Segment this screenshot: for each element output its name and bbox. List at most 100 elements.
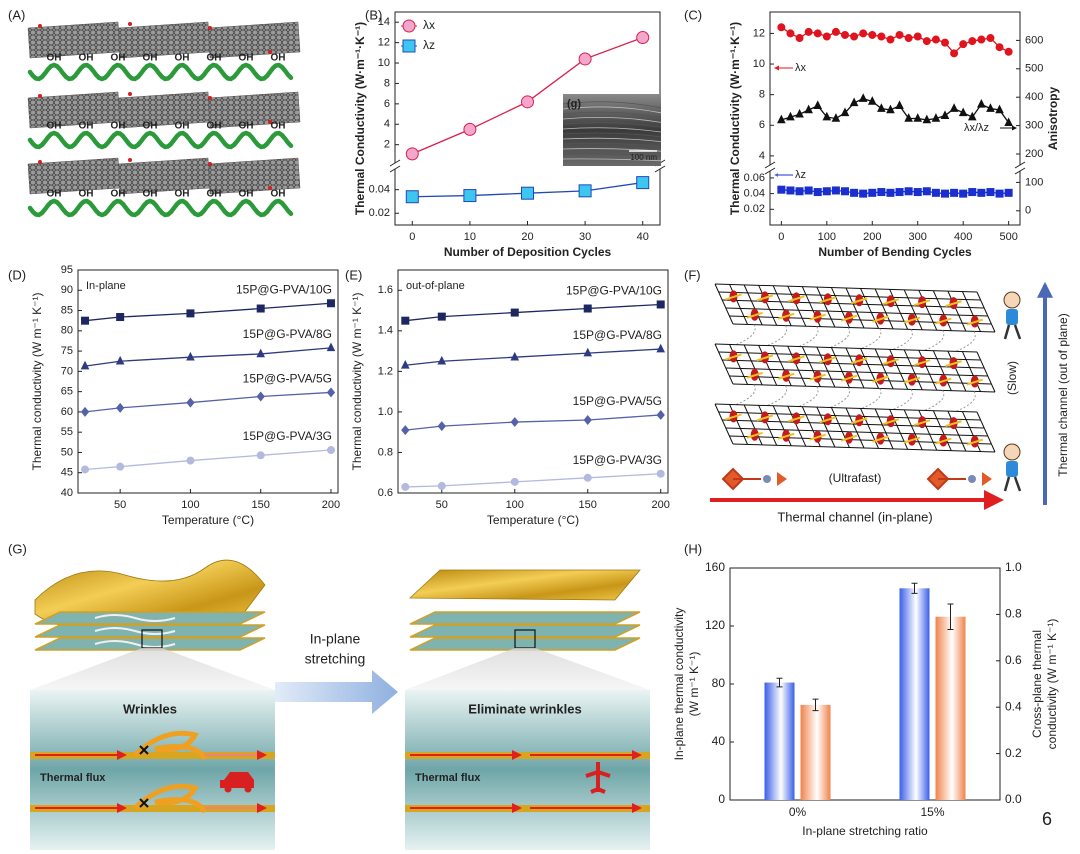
series-label: 15P@G-PVA/5G: [573, 394, 662, 408]
lattice-line: [718, 291, 981, 301]
wrinkle: [94, 614, 176, 622]
graphene-sheet: [27, 157, 121, 195]
oxygen-group: [128, 22, 132, 26]
plane-icon: [585, 762, 611, 794]
y-tick-label: 0.04: [744, 188, 765, 200]
inset-label: (g): [567, 98, 581, 110]
lattice-line: [729, 375, 992, 385]
rocket: [721, 467, 761, 491]
bond: [809, 373, 826, 381]
lattice-line: [961, 351, 981, 392]
y-tick-label: 40: [712, 734, 726, 748]
marker: [949, 103, 959, 112]
y2-tick-label: 0.2: [1005, 746, 1022, 760]
page-number: 6: [1042, 809, 1052, 829]
bond: [913, 419, 931, 427]
bond: [882, 298, 899, 306]
marker: [636, 176, 650, 190]
layer: [34, 611, 266, 625]
y-tick-label: 300: [1025, 120, 1043, 132]
marker: [777, 23, 786, 32]
marker: [950, 188, 959, 197]
bond: [850, 417, 868, 425]
oxygen-group: [208, 96, 212, 100]
marker: [968, 37, 977, 46]
zoom-fan: [30, 648, 275, 690]
marker: [116, 313, 125, 322]
lattice-line: [722, 299, 985, 309]
marker: [859, 29, 868, 38]
lattice-line: [787, 406, 807, 447]
bond: [872, 375, 889, 383]
y-tick-label: 14: [378, 16, 390, 28]
wedge: [982, 472, 992, 486]
layer: [409, 611, 641, 625]
y-tick-label: 4: [384, 118, 390, 130]
zoom-fan: [405, 648, 650, 690]
lattice-line: [961, 411, 981, 452]
x-tick-label: 100: [818, 231, 836, 243]
y-tick-label: 85: [61, 304, 73, 316]
marker: [656, 469, 665, 478]
oh-group: OH: [207, 53, 222, 64]
marker: [521, 186, 534, 200]
interlayer-link: [924, 390, 945, 411]
y-tick-label: 8: [759, 89, 765, 101]
x-tick-label: 100: [181, 499, 199, 511]
marker: [80, 360, 90, 370]
graphene-sheet: [117, 21, 211, 59]
marker: [256, 451, 265, 460]
marker: [437, 312, 446, 321]
lattice-line: [961, 291, 981, 332]
zoom-view: [30, 690, 275, 850]
marker: [813, 100, 823, 110]
plot-frame: [769, 11, 1021, 226]
marker: [904, 187, 913, 196]
bond: [840, 434, 858, 442]
oh-group: OH: [175, 121, 190, 132]
marker: [256, 391, 265, 402]
x-axis-label: Number of Bending Cycles: [818, 245, 972, 259]
marker: [931, 35, 940, 44]
lattice-line: [976, 351, 996, 393]
marker: [656, 300, 665, 309]
interlayer-link: [735, 324, 756, 346]
bar: [800, 704, 831, 800]
marker: [950, 49, 959, 58]
label-in-plane: Thermal channel (in-plane): [777, 509, 932, 524]
lattice-line: [718, 411, 981, 421]
marker: [510, 351, 520, 361]
oxygen-group: [128, 158, 132, 162]
x-tick-label: 30: [579, 231, 591, 243]
gold-stripe: [30, 752, 275, 759]
bond: [966, 318, 984, 326]
x-tick-label: 100: [506, 499, 524, 511]
y-tick-label: 0: [1025, 205, 1031, 217]
interlayer-link: [892, 329, 913, 350]
lattice-line: [729, 435, 992, 445]
marker: [81, 316, 90, 325]
marker: [868, 30, 877, 39]
y-tick-label: 2: [384, 139, 390, 151]
marker: [868, 188, 877, 197]
marker: [402, 19, 416, 33]
break-mark: [389, 165, 401, 173]
y-axis-label: Thermal Conductivity (W·m⁻¹·K⁻¹): [728, 22, 742, 215]
marker: [840, 107, 850, 117]
lattice-line: [725, 367, 988, 377]
oxygen-group: [268, 120, 272, 124]
marker: [401, 482, 410, 491]
oxygen-group: [38, 24, 42, 28]
marker: [186, 397, 195, 408]
inset-texture: [562, 101, 662, 109]
marker: [804, 104, 813, 114]
kid-body: [1006, 309, 1018, 325]
marker: [967, 111, 977, 121]
lattice-line: [932, 290, 952, 331]
y-tick-label: 8: [384, 77, 390, 89]
gold-stripe: [30, 805, 275, 812]
layer: [409, 637, 641, 651]
y-tick-label: 1.2: [378, 365, 393, 377]
marker: [995, 189, 1004, 198]
